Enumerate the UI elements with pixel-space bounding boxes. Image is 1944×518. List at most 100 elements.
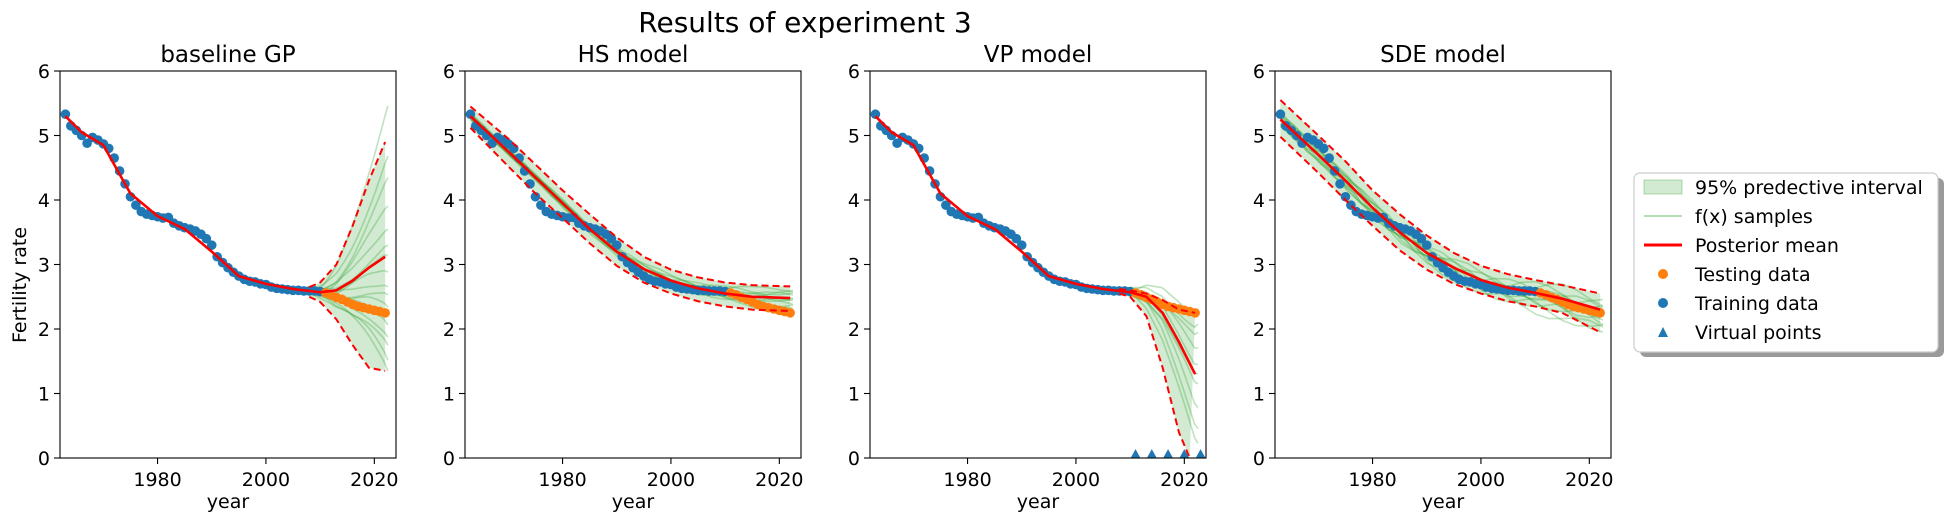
y-tick-label: 5 <box>38 126 50 148</box>
training-point <box>1318 143 1329 154</box>
training-point <box>611 240 622 250</box>
training-point <box>1335 179 1345 189</box>
training-point <box>1324 153 1334 163</box>
predictive-band <box>470 106 791 311</box>
lower-bound-line <box>469 127 791 312</box>
y-tick-label: 2 <box>1253 319 1265 341</box>
x-axis-label: year <box>1017 491 1060 513</box>
x-tick-label: 2020 <box>755 469 803 491</box>
x-tick-label: 1980 <box>538 469 586 491</box>
y-tick-label: 4 <box>38 190 50 212</box>
x-tick-label: 2020 <box>350 469 398 491</box>
y-tick-label: 0 <box>38 448 50 470</box>
y-tick-label: 5 <box>848 126 860 148</box>
testing-point <box>1595 308 1605 318</box>
legend-item: Testing data <box>1658 264 1811 286</box>
legend-dot-swatch <box>1658 269 1668 279</box>
y-axis-label: Fertility rate <box>9 227 31 343</box>
legend-label: Testing data <box>1694 264 1811 286</box>
posterior-mean-line <box>64 115 386 294</box>
legend-label: 95% predective interval <box>1695 177 1923 199</box>
training-point <box>1416 233 1427 244</box>
predictive-band <box>1119 289 1196 458</box>
lower-bound-line <box>1279 136 1601 334</box>
predictive-band <box>309 141 386 371</box>
sample-line <box>1279 112 1604 310</box>
y-tick-label: 2 <box>848 319 860 341</box>
y-tick-label: 1 <box>848 384 860 406</box>
y-tick-label: 3 <box>1253 255 1265 277</box>
y-tick-label: 2 <box>443 319 455 341</box>
virtual-point <box>1179 449 1190 459</box>
training-point <box>870 109 881 120</box>
y-tick-label: 3 <box>848 255 860 277</box>
y-tick-label: 3 <box>38 255 50 277</box>
x-tick-label: 2000 <box>647 469 695 491</box>
y-tick-label: 6 <box>443 61 455 83</box>
y-tick-label: 1 <box>443 384 455 406</box>
plot-area <box>870 109 1200 458</box>
posterior-mean-line <box>469 115 791 300</box>
y-tick-label: 6 <box>1253 61 1265 83</box>
virtual-point <box>1130 449 1141 459</box>
legend-item: 95% predective interval <box>1643 177 1923 199</box>
training-point <box>536 200 546 210</box>
sample-line <box>309 155 389 290</box>
sample-line <box>469 117 794 296</box>
legend-label: Posterior mean <box>1695 235 1839 257</box>
y-tick-label: 0 <box>848 448 860 470</box>
y-tick-label: 4 <box>848 190 860 212</box>
legend-label: Training data <box>1694 293 1819 315</box>
posterior-mean-line <box>1279 118 1601 311</box>
subplot-4: 0 1 2 3 4 5 6 1980 2000 2020 SDE model year <box>1253 42 1614 513</box>
y-tick-label: 4 <box>1253 190 1265 212</box>
x-axis-label: year <box>1422 491 1465 513</box>
upper-bound-line <box>308 141 387 288</box>
y-tick-label: 1 <box>1253 384 1265 406</box>
subplot-title: baseline GP <box>160 42 295 68</box>
training-point <box>1340 191 1351 202</box>
plot-area <box>60 105 390 372</box>
x-axis-label: year <box>207 491 250 513</box>
posterior-mean-line <box>874 115 1197 375</box>
y-tick-label: 0 <box>443 448 455 470</box>
legend-triangle-swatch <box>1658 327 1668 337</box>
virtual-point <box>1163 449 1174 459</box>
x-tick-label: 1980 <box>943 469 991 491</box>
y-tick-label: 6 <box>38 61 50 83</box>
sample-line <box>469 118 793 309</box>
subplot-2: 0 1 2 3 4 5 6 1980 2000 2020 HS model year <box>443 42 804 513</box>
y-tick-label: 0 <box>1253 448 1265 470</box>
training-point <box>1016 240 1027 250</box>
testing-point <box>785 308 795 318</box>
sample-line <box>1279 123 1603 309</box>
figure-title: Results of experiment 3 <box>638 6 971 39</box>
sample-line <box>469 112 794 306</box>
legend-band-swatch <box>1643 179 1683 195</box>
sample-line <box>309 292 389 361</box>
testing-point <box>380 308 390 318</box>
legend: 95% predective interval f(x) samples Poste… <box>1633 172 1944 357</box>
x-tick-label: 2020 <box>1565 469 1613 491</box>
legend-item: f(x) samples <box>1644 206 1813 228</box>
training-point <box>941 200 951 210</box>
training-point <box>1275 109 1286 120</box>
subplot-title: HS model <box>578 42 689 68</box>
legend-item: Training data <box>1658 293 1819 315</box>
legend-frame <box>1633 172 1939 353</box>
subplot-1: 0 1 2 3 4 5 6 1980 2000 2020 baseline GP year <box>38 42 399 513</box>
y-tick-label: 3 <box>443 255 455 277</box>
y-tick-label: 4 <box>443 190 455 212</box>
y-tick-label: 2 <box>38 319 50 341</box>
sample-line <box>469 115 793 309</box>
upper-bound-line <box>1119 288 1196 314</box>
training-point <box>131 200 141 210</box>
virtual-point <box>1195 449 1206 459</box>
subplot-3: 0 1 2 3 4 5 6 1980 2000 2020 VP model year <box>848 42 1209 513</box>
training-point <box>1421 240 1432 250</box>
legend-item: Posterior mean <box>1644 235 1839 257</box>
x-tick-label: 1980 <box>133 469 181 491</box>
legend-label: f(x) samples <box>1695 206 1813 228</box>
